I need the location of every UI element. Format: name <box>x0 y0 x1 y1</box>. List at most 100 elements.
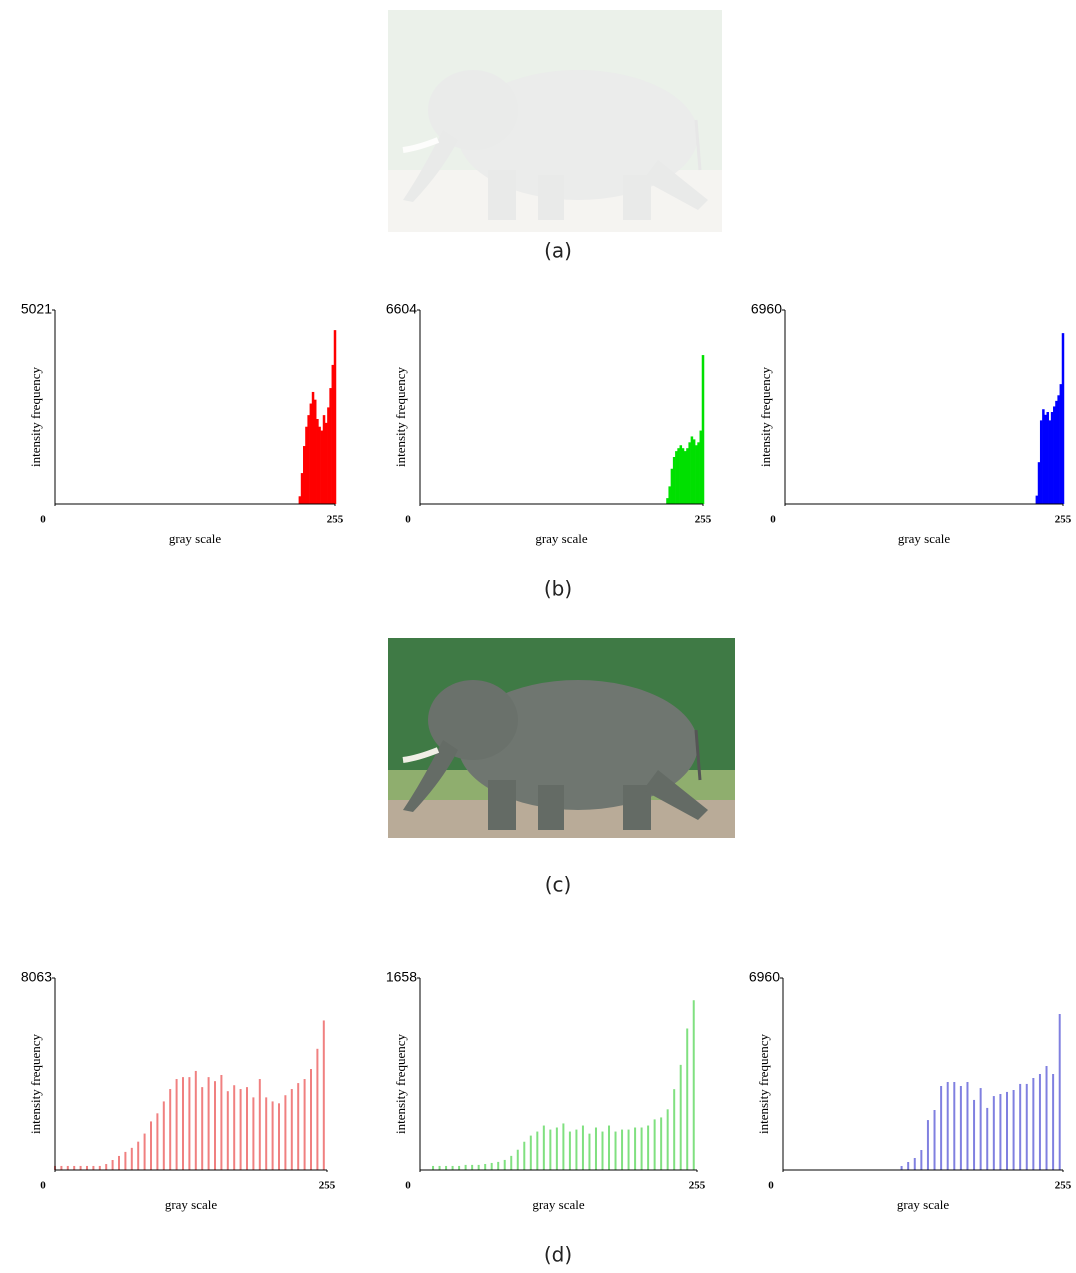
bar <box>654 1119 656 1170</box>
bar <box>439 1166 441 1170</box>
bar <box>693 1000 695 1170</box>
bar <box>316 419 318 504</box>
bar <box>582 1126 584 1170</box>
bar <box>305 427 307 504</box>
bar <box>278 1103 280 1170</box>
caption: (d) <box>544 1243 572 1267</box>
bar <box>575 1130 577 1170</box>
x-axis-label: gray scale <box>165 1197 218 1212</box>
bar <box>1046 1066 1048 1170</box>
bar <box>314 400 316 504</box>
bar <box>1019 1084 1021 1170</box>
bar <box>1055 401 1057 504</box>
x-tick-label: 0 <box>768 1180 774 1192</box>
bar <box>914 1158 916 1170</box>
bar <box>695 445 698 504</box>
bar <box>700 431 703 504</box>
y-axis-label: intensity frequency <box>28 367 43 467</box>
bar <box>1032 1078 1034 1170</box>
bar <box>668 486 671 504</box>
bar <box>265 1097 267 1170</box>
bar <box>960 1086 962 1170</box>
bar <box>99 1166 101 1170</box>
x-tick-label: 0 <box>40 514 46 526</box>
bar <box>1042 409 1044 504</box>
bar <box>67 1166 69 1170</box>
bar <box>1060 384 1062 504</box>
bar <box>504 1160 506 1170</box>
bar <box>137 1142 139 1170</box>
bar <box>671 469 674 504</box>
figure: (a) (b) (c) (d) 50210255gray scaleintens… <box>0 0 1076 1273</box>
bar <box>92 1166 94 1170</box>
bar <box>920 1150 922 1170</box>
bar <box>144 1134 146 1170</box>
bar <box>1013 1090 1015 1170</box>
bar <box>966 1082 968 1170</box>
bar <box>176 1079 178 1170</box>
bar <box>523 1142 525 1170</box>
y-tick-label: 5021 <box>21 301 52 317</box>
bar <box>163 1101 165 1170</box>
bar <box>150 1121 152 1170</box>
bar <box>684 451 687 504</box>
bar <box>660 1117 662 1170</box>
y-axis-label: intensity frequency <box>393 1034 408 1134</box>
bar <box>980 1088 982 1170</box>
x-tick-label: 255 <box>1055 514 1072 526</box>
bar <box>953 1082 955 1170</box>
bar <box>227 1091 229 1170</box>
bar <box>80 1166 82 1170</box>
x-tick-label: 255 <box>327 514 344 526</box>
bar <box>310 1069 312 1170</box>
bar <box>595 1128 597 1170</box>
bar <box>615 1132 617 1170</box>
bar <box>321 431 323 504</box>
bar <box>118 1156 120 1170</box>
bar <box>682 448 685 504</box>
x-tick-label: 255 <box>695 514 712 526</box>
x-tick-label: 0 <box>405 514 411 526</box>
bar <box>1052 1074 1054 1170</box>
bar <box>131 1148 133 1170</box>
bar <box>252 1097 254 1170</box>
bar <box>702 355 705 504</box>
bar <box>667 1109 669 1170</box>
bar <box>621 1130 623 1170</box>
bar <box>272 1101 274 1170</box>
bar <box>478 1165 480 1170</box>
y-axis-label: intensity frequency <box>756 1034 771 1134</box>
bar <box>556 1128 558 1170</box>
bar <box>907 1162 909 1170</box>
bar <box>465 1165 467 1170</box>
x-tick-label: 255 <box>689 1180 706 1192</box>
bar <box>569 1132 571 1170</box>
bar <box>1044 415 1046 504</box>
bar <box>986 1108 988 1170</box>
bar <box>601 1132 603 1170</box>
bar <box>458 1166 460 1170</box>
bar <box>641 1128 643 1170</box>
bar <box>432 1166 434 1170</box>
bar <box>303 446 305 504</box>
bar <box>927 1120 929 1170</box>
bar <box>993 1096 995 1170</box>
bar <box>1026 1084 1028 1170</box>
bar <box>1040 420 1042 504</box>
bar <box>233 1085 235 1170</box>
bar <box>1059 1014 1061 1170</box>
bar <box>680 445 683 504</box>
bar <box>246 1087 248 1170</box>
x-axis-label: gray scale <box>532 1197 585 1212</box>
bar <box>329 388 331 504</box>
y-tick-label: 6960 <box>751 301 782 317</box>
y-axis-label: intensity frequency <box>28 1034 43 1134</box>
bar <box>214 1081 216 1170</box>
x-tick-label: 0 <box>405 1180 411 1192</box>
bar <box>301 473 303 504</box>
bar <box>323 415 325 504</box>
x-axis-label: gray scale <box>535 531 588 546</box>
